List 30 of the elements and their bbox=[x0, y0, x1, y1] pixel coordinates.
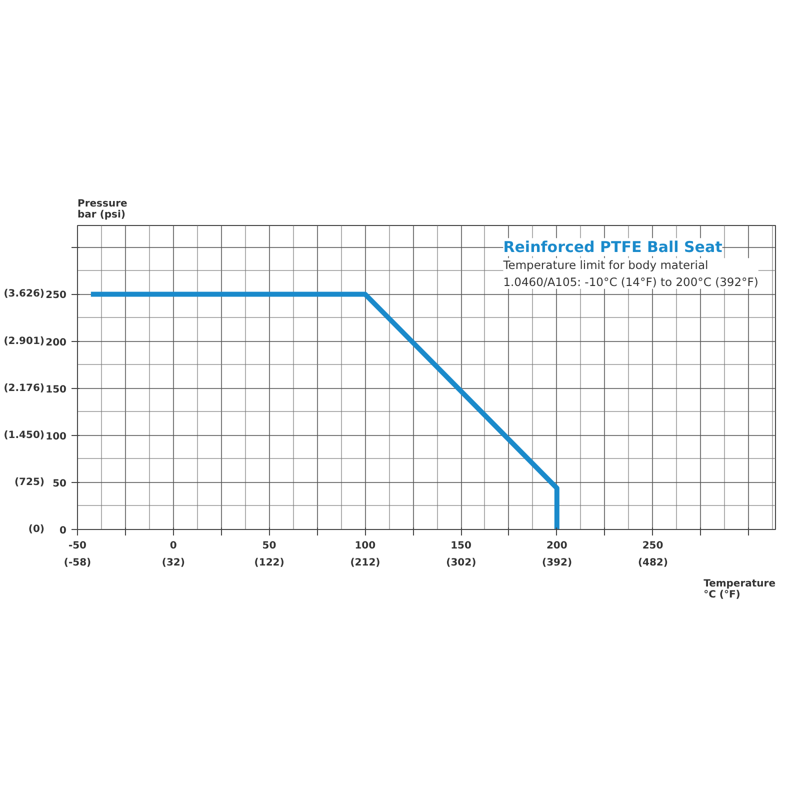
y-tick-label: 150 bbox=[46, 384, 67, 396]
y2-tick-label: (3.626) bbox=[4, 288, 45, 300]
y2-tick-label: (2.901) bbox=[4, 336, 45, 347]
x-tick-label: 250 bbox=[642, 540, 664, 552]
x2-tick-label: (482) bbox=[638, 558, 668, 568]
x-tick-label: 100 bbox=[354, 540, 376, 552]
y2-tick-label: (725) bbox=[14, 476, 44, 488]
y-tick-label: 100 bbox=[46, 431, 67, 442]
text: Temperature limit for body material 1.0460/A105: -10°C (14°F) to 200°C (392°F) bbox=[502, 258, 758, 289]
x2-tick-label: (-58) bbox=[64, 558, 92, 568]
x-tick-label: 50 bbox=[262, 540, 276, 552]
y2-tick-label: (0) bbox=[28, 524, 45, 535]
x-tick-label: 200 bbox=[546, 540, 568, 552]
y-tick-label: 200 bbox=[46, 337, 67, 348]
x2-tick-label: (302) bbox=[446, 558, 476, 568]
x-tick-label: -50 bbox=[68, 540, 87, 552]
x2-tick-label: (122) bbox=[254, 558, 284, 568]
x-tick-label: 150 bbox=[450, 540, 472, 552]
text: Reinforced PTFE Ball Seat bbox=[503, 238, 722, 256]
y-tick-label: 50 bbox=[52, 478, 67, 490]
x2-tick-label: (212) bbox=[350, 558, 380, 568]
x-axis-title: Temperature °C (°F) bbox=[704, 578, 776, 600]
y2-tick-label: (2.176) bbox=[4, 382, 45, 394]
x-tick-label: 0 bbox=[170, 540, 177, 552]
y-tick-label: 250 bbox=[46, 290, 67, 302]
y-axis-title: Pressure bar (psi) bbox=[78, 198, 128, 220]
y-tick-label: 0 bbox=[60, 526, 67, 536]
x2-tick-label: (32) bbox=[162, 558, 185, 568]
y2-tick-label: (1.450) bbox=[4, 430, 45, 441]
x2-tick-label: (392) bbox=[542, 558, 572, 568]
